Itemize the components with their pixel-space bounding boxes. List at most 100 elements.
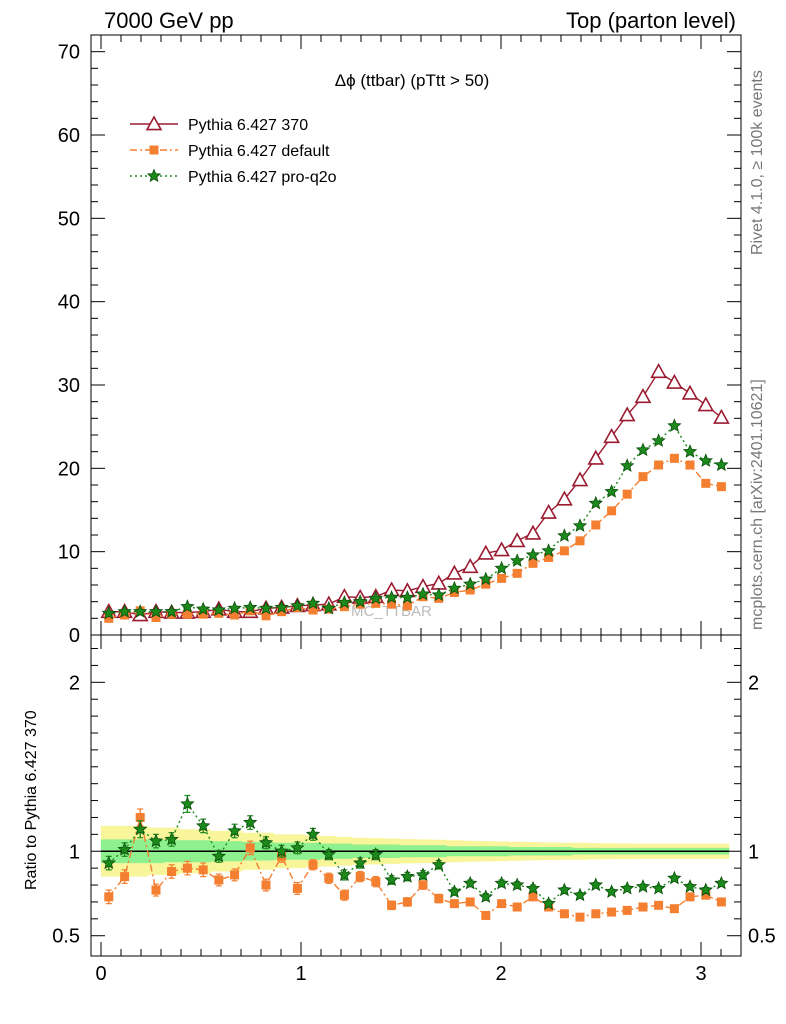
series-2-point	[525, 547, 541, 562]
series-0-point	[430, 574, 448, 590]
series-1-point	[449, 588, 459, 597]
series-2-point	[274, 599, 289, 614]
series-2-point	[243, 599, 258, 614]
series-1-point	[182, 609, 192, 619]
series-2-point	[714, 457, 729, 472]
series-line-2	[108, 424, 722, 614]
ratio-ylabel: Ratio to Pythia 6.427 370	[23, 710, 40, 890]
ratio-series-1-point	[384, 872, 399, 887]
series-0-point	[713, 408, 730, 424]
series-1-point	[198, 609, 208, 619]
x-tick-label: 0	[95, 963, 106, 985]
y-tick-label: 0	[69, 625, 80, 647]
series-0-point	[461, 558, 479, 574]
ratio-y-tick-label-right: 0.5	[748, 926, 776, 948]
ratio-series-0-point	[481, 910, 491, 920]
series-2-point	[117, 604, 132, 618]
series-1-point	[607, 506, 617, 516]
series-2-point	[698, 453, 714, 467]
ratio-series-1-point	[604, 884, 619, 898]
series-2-point	[431, 587, 446, 602]
series-2-point	[682, 444, 698, 458]
series-1-point	[669, 453, 679, 463]
series-2-point	[133, 604, 148, 618]
ratio-series-1-point	[133, 821, 148, 836]
series-2-point	[478, 571, 493, 586]
series-0-point	[681, 384, 699, 400]
ratio-series-0-point	[387, 900, 397, 910]
series-1-point	[528, 558, 538, 568]
ratio-series-1-point	[164, 831, 179, 846]
ratio-series-0-point	[465, 897, 475, 907]
ratio-series-1-point	[180, 796, 195, 811]
series-line-0	[108, 370, 722, 616]
series-2-point	[148, 604, 164, 618]
x-tick-label: 3	[695, 963, 706, 985]
ratio-series-0-point	[559, 909, 569, 919]
series-2-point	[164, 604, 179, 618]
ratio-series-0-point	[575, 912, 585, 922]
ratio-series-0-point	[449, 899, 459, 909]
series-2-point	[572, 518, 588, 532]
series-1-point	[465, 585, 475, 595]
ratio-y-tick-label: 0.5	[52, 926, 80, 948]
ratio-series-0-point	[355, 872, 365, 882]
ratio-series-0-point	[230, 870, 240, 880]
legend-marker-2	[146, 168, 162, 183]
series-0-point	[477, 544, 495, 560]
ratio-series-1-point	[494, 875, 509, 890]
series-1-point	[654, 460, 664, 470]
series-2-point	[604, 484, 619, 498]
ratio-series-1-point	[478, 889, 493, 903]
ratio-series-0-point	[214, 875, 224, 885]
header-right: Top (parton level)	[566, 8, 736, 33]
y-tick-label: 70	[58, 42, 80, 64]
ratio-series-1-point	[541, 896, 556, 910]
series-0-point	[556, 490, 573, 506]
ratio-y-tick-label: 2	[69, 672, 80, 694]
rivet-label: Rivet 4.1.0, ≥ 100k events	[749, 70, 766, 255]
ratio-series-1-point	[447, 884, 462, 898]
ratio-series-1-point	[305, 826, 321, 841]
ratio-series-1-point	[588, 877, 604, 892]
series-1-point	[261, 611, 271, 621]
ratio-series-1-point	[242, 814, 258, 829]
ratio-frame	[90, 634, 742, 957]
ratio-series-0-point	[528, 892, 538, 902]
ratio-series-0-point	[135, 812, 145, 822]
series-2-point	[463, 576, 478, 591]
ratio-series-0-point	[371, 877, 381, 887]
series-2-point	[588, 495, 604, 510]
ratio-series-1-point	[101, 855, 116, 870]
chart-title: Δϕ (ttbar) (pTtt > 50)	[335, 71, 490, 90]
series-2-point	[509, 553, 525, 567]
ratio-series-line-0	[108, 817, 722, 918]
series-1-point	[622, 489, 632, 499]
ratio-series-0-point	[418, 880, 428, 890]
ratio-series-1-point	[148, 833, 164, 848]
ratio-series-1-point	[667, 870, 682, 885]
legend-label: Pythia 6.427 pro-q2o	[188, 169, 337, 186]
series-0-point	[634, 388, 652, 404]
ratio-series-1-point	[525, 880, 541, 895]
ratio-series-1-point	[557, 882, 572, 897]
ratio-series-0-point	[120, 872, 130, 882]
legend-marker-1	[149, 145, 159, 155]
ratio-series-0-point	[434, 894, 444, 904]
series-1-point	[685, 460, 695, 470]
series-2-point	[180, 599, 195, 613]
ratio-series-0-point	[654, 900, 664, 910]
series-2-point	[211, 602, 226, 617]
series-0-point	[650, 363, 667, 379]
ratio-series-1-point	[400, 869, 415, 883]
ratio-series-1-point	[509, 877, 525, 892]
ratio-series-1-point	[463, 875, 478, 890]
y-tick-label: 60	[58, 125, 80, 147]
series-1-point	[481, 579, 491, 589]
series-2-point	[321, 600, 337, 615]
series-2-point	[557, 528, 572, 542]
series-2-point	[101, 605, 117, 620]
ratio-series-1-point	[258, 835, 274, 849]
ratio-series-1-point	[117, 842, 132, 856]
